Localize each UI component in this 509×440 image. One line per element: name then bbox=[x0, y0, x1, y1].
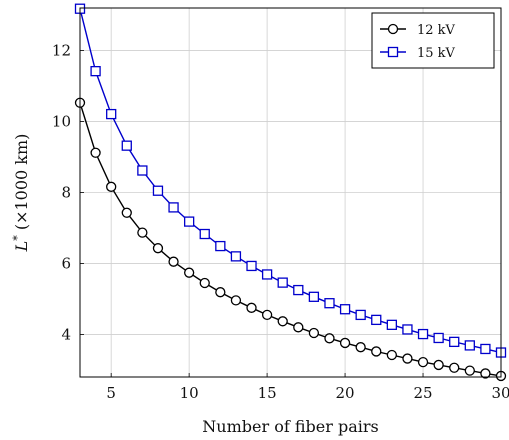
legend-marker bbox=[387, 23, 399, 35]
y-tick-label: 12 bbox=[52, 42, 71, 60]
data-point bbox=[386, 349, 398, 361]
data-point bbox=[293, 322, 304, 333]
data-point bbox=[215, 287, 226, 298]
data-point bbox=[339, 304, 351, 315]
data-point bbox=[90, 66, 101, 77]
legend-label: 12 kV bbox=[417, 23, 456, 38]
data-point bbox=[449, 336, 460, 348]
data-point bbox=[371, 346, 382, 357]
data-point bbox=[106, 181, 117, 192]
data-point bbox=[402, 353, 413, 364]
x-tick-label: 15 bbox=[258, 384, 277, 402]
axis-ticks: 5 10 15 20 25 30 4 6 8 10 12 bbox=[52, 42, 509, 402]
data-point bbox=[449, 362, 460, 373]
y-tick-label: 6 bbox=[61, 254, 71, 272]
legend-entry-1: 12 kV bbox=[380, 23, 456, 38]
data-point bbox=[308, 327, 320, 339]
legend-label: 15 kV bbox=[417, 46, 456, 61]
data-point bbox=[355, 309, 366, 321]
series-line bbox=[79, 8, 502, 354]
data-point bbox=[433, 332, 444, 344]
data-point bbox=[339, 337, 351, 349]
data-point bbox=[417, 328, 429, 340]
data-point bbox=[480, 343, 491, 355]
data-point bbox=[246, 260, 257, 272]
legend: 12 kV 15 kV bbox=[371, 12, 495, 69]
legend-entry-2: 15 kV bbox=[380, 46, 456, 61]
y-axis-title-unit: (×1000 km) bbox=[12, 134, 31, 236]
data-point bbox=[464, 365, 475, 376]
data-point bbox=[168, 202, 179, 213]
data-point bbox=[402, 324, 413, 335]
data-point bbox=[199, 277, 210, 289]
x-tick-label: 25 bbox=[413, 384, 432, 402]
data-point bbox=[137, 227, 148, 238]
data-point bbox=[121, 207, 132, 218]
data-point bbox=[371, 314, 382, 326]
x-tick-label: 30 bbox=[491, 384, 509, 402]
data-point bbox=[106, 108, 117, 120]
data-point bbox=[199, 228, 210, 240]
x-tick-label: 20 bbox=[336, 384, 355, 402]
data-point bbox=[137, 165, 148, 176]
x-axis-title: Number of fiber pairs bbox=[202, 417, 378, 436]
data-point bbox=[324, 333, 335, 344]
data-point bbox=[152, 185, 164, 196]
y-tick-label: 10 bbox=[52, 113, 71, 131]
legend-marker bbox=[387, 46, 399, 58]
y-tick-label: 4 bbox=[61, 325, 71, 343]
data-point bbox=[386, 319, 398, 330]
data-point bbox=[277, 316, 288, 327]
y-axis-title: L* (×1000 km) bbox=[11, 134, 32, 253]
y-axis-title-main: L bbox=[12, 241, 31, 253]
x-tick-label: 5 bbox=[106, 384, 116, 402]
data-point bbox=[261, 269, 273, 280]
data-point bbox=[90, 147, 101, 158]
data-point bbox=[464, 340, 475, 351]
y-tick-label: 8 bbox=[61, 184, 71, 202]
legend-box bbox=[371, 12, 495, 69]
series-1 bbox=[74, 97, 507, 382]
data-point bbox=[480, 368, 491, 379]
data-point bbox=[230, 295, 242, 306]
data-point bbox=[215, 240, 226, 252]
data-point bbox=[261, 309, 273, 321]
series-line bbox=[79, 102, 502, 377]
data-point bbox=[308, 291, 320, 302]
data-point bbox=[121, 140, 132, 151]
x-tick-label: 10 bbox=[180, 384, 199, 402]
data-point bbox=[433, 359, 444, 371]
data-point bbox=[355, 342, 366, 353]
data-point bbox=[417, 356, 429, 368]
data-point bbox=[293, 284, 304, 296]
data-point bbox=[246, 302, 257, 313]
data-point bbox=[324, 298, 335, 309]
data-point bbox=[152, 243, 164, 254]
data-point bbox=[230, 251, 242, 262]
y-axis-title-sup: * bbox=[11, 235, 24, 241]
data-point bbox=[277, 277, 288, 288]
data-point bbox=[183, 267, 195, 278]
data-point bbox=[168, 256, 179, 267]
data-point bbox=[183, 216, 195, 227]
